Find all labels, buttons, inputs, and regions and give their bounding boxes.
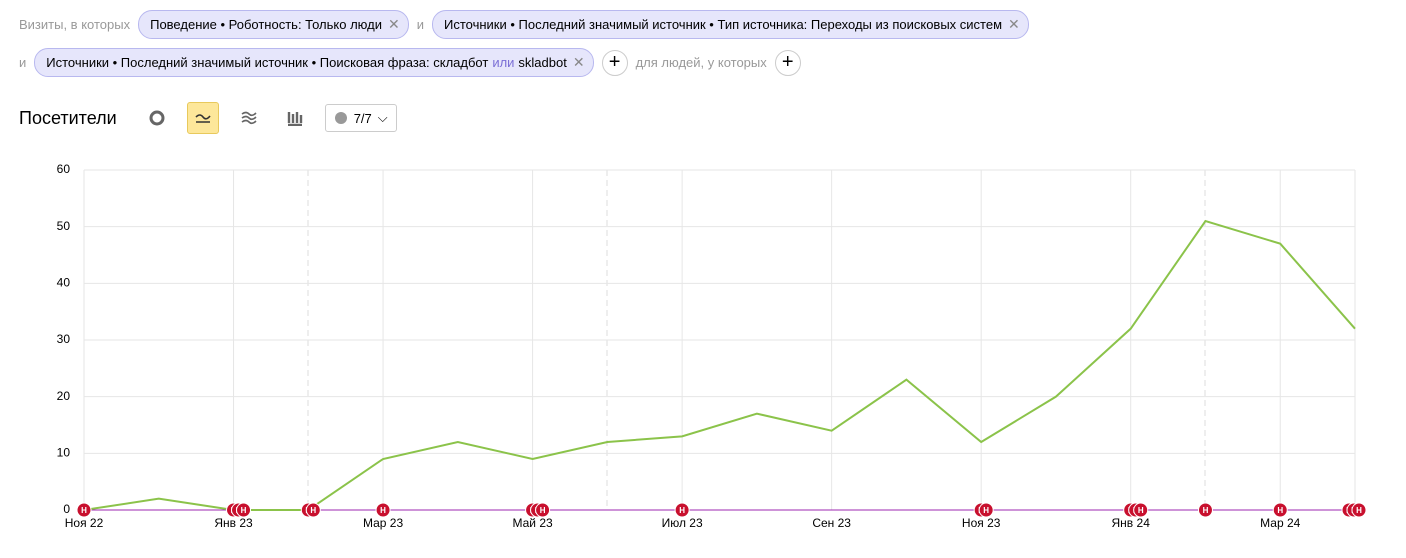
x-tick-label: Янв 24 [1112,516,1151,530]
chevron: ⌵ [377,110,388,125]
annotation-label: Н [380,506,386,515]
add-filter[interactable]: + [774,49,801,76]
annotation-marker: Н [236,502,252,518]
annotation-dot [1133,502,1149,518]
icon [195,114,211,123]
annotation-dot [978,502,994,518]
annotation-marker: Н [978,502,994,518]
bar-icon[interactable] [279,102,311,134]
chart: 0 10 20 30 40 50 60 Ноя 22 Янв 23 Мар 23 Май 23 Июл… [57,162,1367,530]
annotation-label: Н [1277,506,1283,515]
annotation-label: Н [540,506,546,515]
chip-text: Источники • Последний значимый источник … [443,17,1003,32]
chip-text: skladbot [518,55,567,70]
people-label: для людей, у которых [635,55,767,70]
x-tick-label: Ноя 23 [962,516,1001,530]
filter-chip[interactable]: Поведение • Роботность: Только люди ✕ [138,10,409,39]
annotation-marker: Н [535,502,551,518]
x-tick-label: Мар 23 [363,516,403,530]
chip-close[interactable]: ✕ [1008,16,1020,32]
x-tick-label: Ноя 22 [65,516,104,530]
chip-text: Источники • Последний значимый источник … [46,55,489,70]
annotation-dot [1351,502,1367,518]
annotation-dot [236,502,252,518]
annotation-label: Н [310,506,316,515]
chip-text: Поведение • Роботность: Только люди [150,17,382,32]
annotation-marker: Н [1197,502,1213,518]
y-tick-label: 10 [57,446,71,460]
annotation-dot [535,502,551,518]
series-count: 7/7 [353,110,372,126]
x-tick-label: Сен 23 [812,516,851,530]
x-tick-label: Июл 23 [662,516,703,530]
filter-chip[interactable]: Источники • Последний значимый источник … [34,48,594,77]
annotation-label: Н [241,506,247,515]
annotation-label: Н [983,506,989,515]
joiner: и [19,55,27,70]
y-tick-label: 30 [57,332,71,346]
toolbar: Посетители 7/7 ⌵ [19,102,397,134]
annotation-dot [375,502,391,518]
annotation-marker: Н [674,502,690,518]
annotation-marker: Н [375,502,391,518]
filter-row: и Источники • Последний значимый источни… [19,48,801,77]
area-icon[interactable] [233,102,265,134]
annotation-marker: Н [76,502,92,518]
annotation-marker: Н [1133,502,1149,518]
annotation-dot [674,502,690,518]
x-tick-label: Май 23 [512,516,553,530]
annotation-dot [1197,502,1213,518]
annotation-label: Н [1356,506,1362,515]
series-select[interactable]: 7/7 ⌵ [324,104,397,132]
annotation-marker: Н [1351,502,1367,518]
y-tick-label: 60 [57,162,71,176]
chip-or: или [492,55,515,70]
filter-lead: Визиты, в которых [19,17,131,32]
add-filter[interactable]: + [601,49,628,76]
annotation-marker: Н [305,502,321,518]
icon [287,112,302,126]
icon [241,111,257,125]
series-line [83,219,1356,511]
y-tick-label: 50 [57,219,71,233]
annotation-label: Н [679,506,685,515]
annotation-dot [76,502,92,518]
x-tick-label: Янв 23 [214,516,253,530]
annotation-label: Н [1138,506,1144,515]
y-tick-label: 40 [57,276,71,290]
chip-close[interactable]: ✕ [572,54,585,70]
pie-icon[interactable] [141,102,173,134]
annotation-marker: Н [1272,502,1288,518]
annotation-label: Н [81,506,87,515]
chart-title: Посетители [19,107,117,128]
x-tick-label: Мар 24 [1260,516,1300,530]
line-icon[interactable] [186,102,219,134]
chip-close[interactable]: ✕ [387,16,400,32]
icon [334,112,347,124]
icon [149,110,165,126]
filter-row: Визиты, в которых Поведение • Роботность… [19,10,1029,39]
annotation-dot [1272,502,1288,518]
y-tick-label: 0 [63,502,70,516]
joiner: и [416,17,424,32]
annotation-label: Н [1203,506,1209,515]
filter-chip[interactable]: Источники • Последний значимый источник … [431,10,1029,39]
annotation-dot [305,502,321,518]
y-tick-label: 20 [57,389,71,403]
